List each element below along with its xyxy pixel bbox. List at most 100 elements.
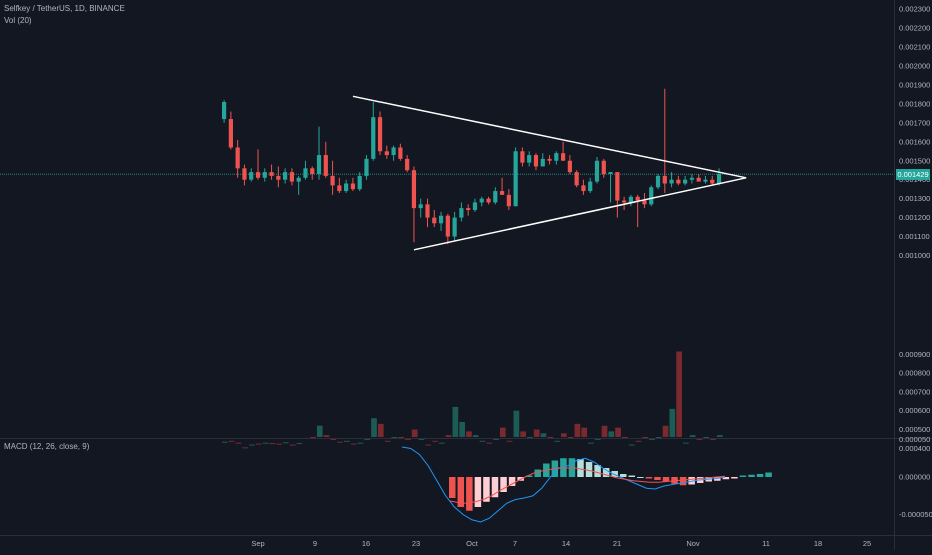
volume-bar [520, 431, 527, 437]
candle-body [371, 117, 376, 159]
volume-bar [703, 437, 710, 439]
candle-body [459, 208, 464, 218]
volume-bar [391, 437, 398, 439]
macd-histogram-bar [491, 477, 499, 498]
time-tick-label: 14 [562, 539, 570, 548]
candle-body [588, 181, 593, 192]
volume-bar [561, 433, 567, 437]
candle-body [303, 168, 308, 178]
macd-histogram-bar [483, 477, 490, 502]
volume-tick-label: 0.000900 [899, 350, 930, 359]
candle-body [499, 191, 505, 195]
candle-body [350, 183, 356, 190]
candle-body [554, 153, 559, 161]
volume-bar [588, 442, 594, 444]
candle-body [242, 168, 247, 180]
candle-body [235, 147, 240, 169]
candle-body [398, 147, 403, 159]
macd-histogram-bar [731, 477, 738, 479]
volume-bar [716, 435, 723, 437]
volume-indicator-label[interactable]: Vol (20) [4, 16, 32, 25]
macd-layer [401, 446, 772, 523]
macd-histogram-bar [654, 477, 661, 480]
volume-bar [622, 437, 628, 439]
volume-bar [289, 444, 296, 446]
volume-bar [296, 443, 303, 445]
volume-bar [601, 425, 608, 437]
volume-tick-label: 0.000600 [899, 406, 930, 415]
volume-bar [371, 418, 377, 437]
volume-bar [418, 438, 425, 440]
price-tick-label: 0.002300 [899, 5, 930, 14]
macd-indicator-label[interactable]: MACD (12, 26, close, 9) [4, 442, 90, 451]
volume-bar [384, 440, 391, 442]
volume-bar [310, 437, 316, 439]
volume-bar [513, 410, 520, 437]
time-tick-label: 25 [863, 539, 871, 548]
macd-histogram-bar [620, 474, 627, 477]
volume-bar [357, 442, 364, 444]
volume-bar [377, 423, 384, 437]
volume-bar [581, 427, 588, 437]
candle-body [689, 177, 695, 180]
volume-bar [242, 447, 249, 449]
candle-body [520, 151, 525, 163]
volume-bar [615, 427, 621, 437]
candle-body [425, 204, 430, 218]
candle-body [438, 215, 444, 224]
candle-body [716, 174, 722, 184]
volume-layer [222, 351, 723, 449]
candle-body [608, 172, 613, 175]
macd-histogram-bar [628, 475, 636, 477]
volume-bar [696, 438, 703, 440]
volume-bar [472, 435, 479, 437]
candle-body [710, 179, 715, 184]
triangle-pattern[interactable] [352, 95, 747, 251]
macd-histogram-bar [645, 477, 653, 479]
volume-bar [683, 442, 689, 444]
price-tick-label: 0.001500 [899, 156, 930, 165]
lower-trendline [413, 177, 747, 251]
macd-histogram-bar [739, 475, 747, 477]
candle-body [269, 172, 274, 176]
candle-body [296, 177, 301, 182]
candle-body [662, 175, 667, 184]
candle-body [452, 217, 457, 237]
candle-body [493, 191, 498, 203]
volume-tick-label: 0.000500 [899, 425, 930, 434]
price-tick-label: 0.001200 [899, 213, 930, 222]
upper-trendline [352, 95, 747, 179]
time-tick-label: 7 [513, 539, 517, 548]
macd-histogram-bar [585, 462, 593, 477]
macd-histogram-bar [714, 477, 721, 481]
volume-bar [662, 425, 669, 437]
candle-body [411, 170, 417, 209]
candle-body [391, 147, 396, 156]
volume-bar [255, 443, 262, 445]
time-tick-label: Nov [686, 539, 700, 548]
volume-bar [350, 443, 357, 445]
volume-bar [262, 442, 269, 444]
candle-body [228, 119, 233, 148]
candle-body [594, 160, 600, 182]
candle-body [418, 204, 423, 209]
volume-bar [364, 438, 371, 440]
volume-bar [459, 421, 465, 437]
macd-tick-label: 0.000000 [899, 473, 930, 482]
candle-body [405, 158, 410, 171]
price-tick-label: 0.001300 [899, 194, 930, 203]
candle-body [649, 187, 654, 205]
candle-body [466, 208, 471, 211]
candle-body [479, 198, 484, 203]
volume-bar [540, 433, 547, 437]
candle-body [276, 175, 281, 180]
volume-bar [228, 440, 235, 442]
symbol-title[interactable]: Selfkey / TetherUS, 1D, BINANCE [4, 4, 125, 13]
candle-body [513, 151, 518, 207]
macd-histogram-bar [474, 477, 482, 507]
time-tick-label: Oct [466, 539, 479, 548]
candle-body [601, 160, 606, 175]
price-tick-label: 0.001700 [899, 118, 930, 127]
